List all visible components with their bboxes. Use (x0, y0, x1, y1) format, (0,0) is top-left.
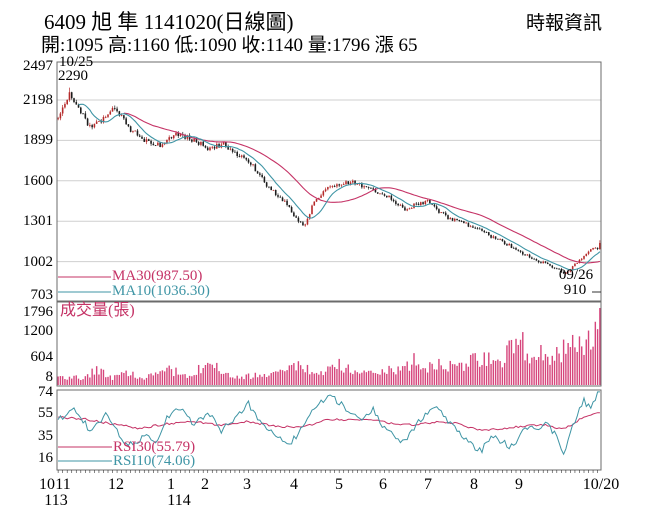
volume-axis-tick: 1200 (23, 323, 53, 339)
month-axis-label: 6 (379, 476, 387, 493)
month-axis-label: 4 (290, 476, 298, 493)
price-axis-tick: 1002 (23, 254, 53, 270)
rsi-axis-tick: 35 (38, 428, 53, 444)
month-axis-label: 11 (55, 476, 71, 493)
page-title: 6409 旭 隼 1141020(日線圖) (44, 10, 294, 34)
low-marker-price: 910 (563, 282, 587, 298)
month-axis-label: 7 (424, 476, 432, 493)
rsi-axis-tick: 16 (38, 450, 53, 466)
year-axis-label: 113 (44, 492, 68, 509)
price-axis-tick: 2198 (23, 92, 53, 108)
year-axis-label: 114 (167, 492, 191, 509)
ma30-legend: MA30(987.50) (112, 268, 203, 284)
month-axis-label: 1 (167, 476, 175, 493)
volume-panel-title: 成交量(張) (60, 302, 135, 319)
price-axis-tick: 703 (30, 287, 54, 303)
price-axis-tick: 1600 (23, 173, 53, 189)
volume-axis-tick: 604 (30, 349, 54, 365)
data-source-label: 時報資訊 (525, 13, 602, 34)
ma10-legend: MA10(1036.30) (112, 283, 210, 299)
rsi-axis-tick: 74 (38, 384, 53, 400)
high-marker-date: 10/25 (59, 54, 94, 70)
month-axis-label: 8 (470, 476, 478, 493)
month-axis-label: 2 (201, 476, 209, 493)
month-axis-label: 9 (515, 476, 523, 493)
ohlc-info-line: 開:1095 高:1160 低:1090 收:1140 量:1796 漲 65 (41, 35, 418, 56)
price-axis-tick: 1899 (23, 132, 53, 148)
month-axis-label: 10/20 (582, 476, 620, 493)
price-axis-tick: 1301 (23, 213, 53, 229)
month-axis-label: 5 (335, 476, 343, 493)
month-axis-label: 12 (108, 476, 124, 493)
volume-axis-tick: 8 (45, 369, 54, 385)
month-axis-label: 3 (243, 476, 251, 493)
high-marker-price: 2290 (58, 68, 88, 84)
low-marker-date: 09/26 (558, 267, 594, 283)
rsi10-legend: RSI10(74.06) (113, 453, 196, 469)
rsi30-legend: RSI30(55.79) (113, 439, 196, 455)
rsi-axis-tick: 55 (38, 405, 53, 421)
volume-axis-tick: 1796 (23, 304, 53, 320)
month-axis-label: 10 (39, 476, 55, 493)
price-axis-tick: 2497 (23, 58, 53, 74)
